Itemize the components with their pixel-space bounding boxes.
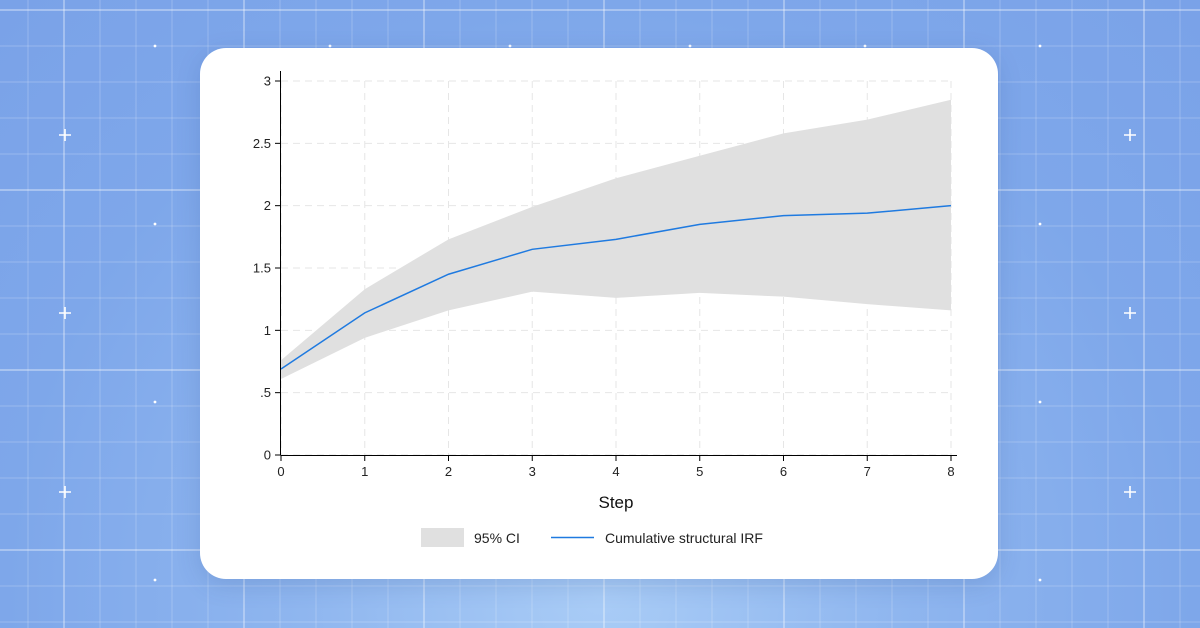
- sparkle-dot: [153, 400, 157, 404]
- x-tick-label: 5: [696, 464, 703, 479]
- y-tick-label: .5: [260, 385, 271, 400]
- sparkle-dot: [1038, 578, 1042, 582]
- irf-line: [280, 204, 952, 370]
- irf-chart: 0 1 2 3 4 5 6 7 8 0 .5 1 1.5 2 2.5 3 Step 95% CI Cumula…: [253, 71, 957, 547]
- chart-card: 0 1 2 3 4 5 6 7 8 0 .5 1 1.5 2 2.5 3 Step 95% CI Cumula…: [200, 48, 998, 579]
- y-tick-label: 2.5: [253, 136, 271, 151]
- x-tick-label: 0: [277, 464, 284, 479]
- x-tick-label: 2: [445, 464, 452, 479]
- x-tick-label: 7: [864, 464, 871, 479]
- sparkle-icon: [59, 307, 71, 319]
- y-tick-label: 1: [264, 323, 271, 338]
- sparkle-dot: [508, 44, 512, 48]
- sparkle-icon: [1124, 307, 1136, 319]
- sparkle-icon: [1124, 486, 1136, 498]
- sparkle-icon: [1124, 129, 1136, 141]
- sparkle-dot: [1038, 44, 1042, 48]
- y-tick-label: 1.5: [253, 261, 271, 276]
- tick-labels: 0 1 2 3 4 5 6 7 8 0 .5 1 1.5 2 2.5 3: [253, 74, 955, 480]
- y-tick-label: 2: [264, 198, 271, 213]
- legend-irf-label: Cumulative structural IRF: [605, 530, 763, 546]
- sparkle-dot: [688, 44, 692, 48]
- sparkle-dot: [863, 44, 867, 48]
- x-tick-label: 4: [612, 464, 619, 479]
- legend-ci-swatch: [421, 528, 464, 547]
- sparkle-icon: [59, 129, 71, 141]
- sparkle-dot: [328, 44, 332, 48]
- legend-ci-label: 95% CI: [474, 530, 520, 546]
- sparkle-dot: [153, 222, 157, 226]
- x-tick-label: 8: [947, 464, 954, 479]
- y-tick-label: 3: [264, 74, 271, 89]
- sparkle-icon: [59, 486, 71, 498]
- x-tick-label: 3: [529, 464, 536, 479]
- sparkle-dot: [153, 44, 157, 48]
- x-axis-title: Step: [599, 493, 634, 512]
- legend: 95% CI Cumulative structural IRF: [421, 528, 763, 547]
- sparkle-dot: [153, 578, 157, 582]
- x-tick-label: 6: [780, 464, 787, 479]
- sparkle-dot: [1038, 222, 1042, 226]
- y-tick-label: 0: [264, 448, 271, 463]
- axes: [275, 71, 957, 461]
- sparkle-dot: [1038, 400, 1042, 404]
- x-tick-label: 1: [361, 464, 368, 479]
